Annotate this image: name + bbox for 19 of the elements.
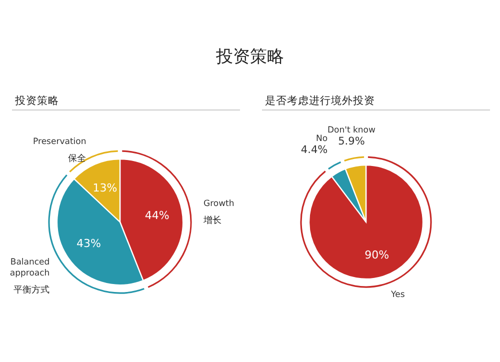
text: 增长	[202, 215, 222, 226]
data-label: 43%	[76, 237, 101, 250]
slice-label: Don't know	[328, 125, 376, 136]
chart-title: 是否考虑进行境外投资	[265, 94, 375, 107]
data-label: 90%	[364, 248, 390, 262]
slice-label: Growth	[203, 199, 234, 210]
slice-label: No	[316, 134, 328, 144]
data-label: 13%	[92, 181, 118, 194]
pie-slice	[308, 164, 424, 280]
slice-label: Preservation	[33, 136, 86, 147]
slice-label: Balanced approach	[10, 257, 50, 278]
slice-label: Yes	[390, 290, 406, 300]
data-label: 5.9%	[338, 135, 365, 148]
text: 保全	[68, 152, 86, 164]
data-label: 44%	[144, 208, 170, 222]
data-label: 4.4%	[300, 144, 328, 156]
text: 投资策略	[215, 47, 284, 67]
text: 平衡方式	[14, 284, 50, 296]
chart-title: 投资策略	[14, 95, 59, 107]
